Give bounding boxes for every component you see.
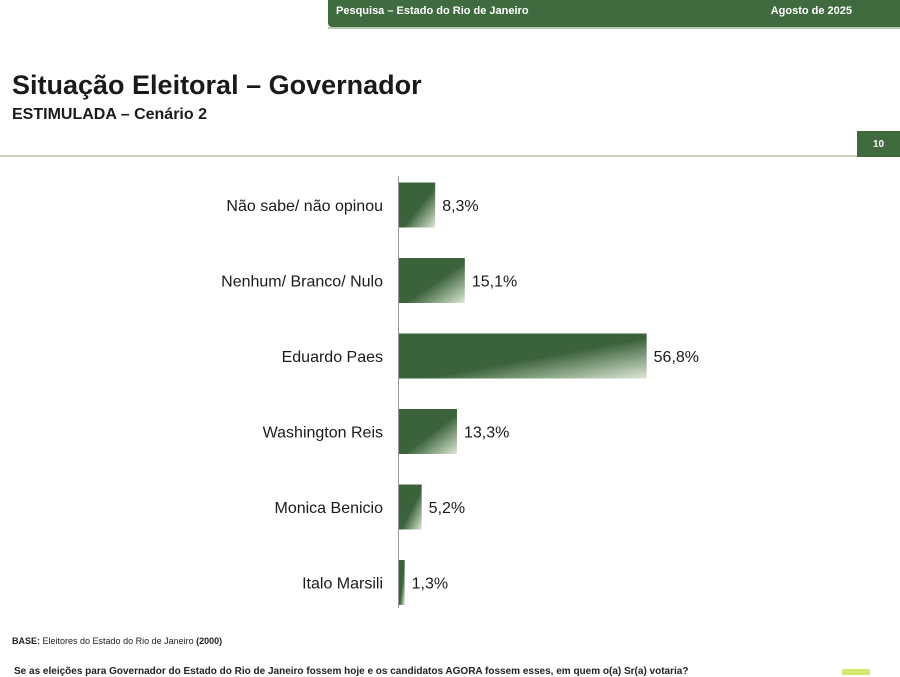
value-label: 8,3%: [442, 198, 478, 215]
category-label: Italo Marsili: [302, 576, 383, 593]
page-number-badge: 10: [857, 131, 900, 157]
page-subtitle: ESTIMULADA – Cenário 2: [12, 106, 207, 123]
header-bar: Pesquisa – Estado do Rio de Janeiro Agos…: [328, 0, 900, 27]
survey-date: Agosto de 2025: [770, 5, 852, 17]
header-divider: [328, 27, 900, 29]
bar: [399, 484, 422, 530]
bar: [399, 258, 465, 303]
survey-name: Pesquisa – Estado do Rio de Janeiro: [336, 5, 529, 17]
bar: [399, 333, 647, 379]
page-title: Situação Eleitoral – Governador: [12, 70, 422, 100]
survey-question: Se as eleições para Governador do Estado…: [14, 666, 689, 677]
title-divider: [0, 155, 857, 157]
base-label: BASE:: [12, 636, 41, 646]
category-label: Monica Benicio: [275, 500, 384, 517]
category-label: Nenhum/ Branco/ Nulo: [221, 274, 383, 291]
bar: [399, 560, 405, 605]
category-label: Washington Reis: [263, 425, 383, 442]
base-note: BASE: Eleitores do Estado do Rio de Jane…: [12, 636, 222, 646]
bar: [399, 182, 436, 228]
category-label: Não sabe/ não opinou: [226, 198, 383, 215]
base-text: Eleitores do Estado do Rio de Janeiro: [40, 636, 197, 646]
value-label: 15,1%: [472, 274, 517, 291]
corner-decoration: [842, 669, 870, 675]
base-sample: (2000): [196, 636, 223, 646]
bar-chart: Não sabe/ não opinou 8,3% Nenhum/ Branco/ …: [221, 176, 699, 608]
bar: [399, 409, 457, 454]
value-label: 1,3%: [412, 576, 448, 593]
value-label: 13,3%: [464, 425, 509, 442]
value-label: 56,8%: [654, 349, 699, 366]
category-label: Eduardo Paes: [282, 349, 383, 366]
value-label: 5,2%: [429, 500, 465, 517]
